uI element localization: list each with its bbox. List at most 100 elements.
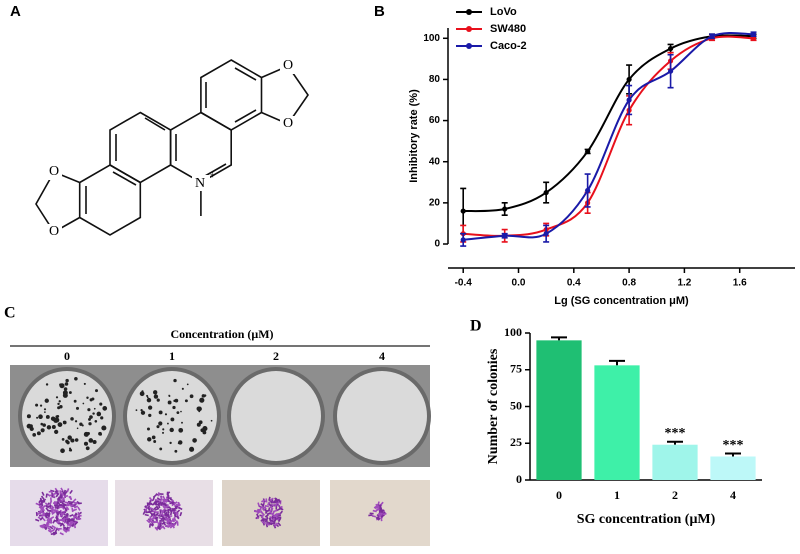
cell	[150, 513, 155, 518]
colony	[36, 416, 39, 419]
ring	[169, 111, 232, 184]
cell	[52, 501, 58, 505]
colony	[92, 412, 95, 415]
x-tick-label: 1.6	[733, 278, 747, 289]
cell	[40, 495, 45, 500]
colony	[153, 390, 158, 395]
colony	[32, 432, 37, 437]
cell	[63, 494, 69, 498]
cell	[155, 505, 160, 510]
cell	[276, 512, 281, 515]
cell	[144, 507, 148, 512]
cell	[46, 517, 50, 522]
colony	[203, 394, 207, 397]
colony	[169, 441, 172, 445]
cell	[64, 507, 68, 512]
legend-label: Caco-2	[490, 40, 527, 52]
cell	[148, 509, 153, 513]
cell	[264, 513, 269, 518]
colony	[74, 377, 78, 381]
x-tick-label: 0.8	[622, 278, 636, 289]
cell	[66, 488, 70, 493]
micrographs	[10, 480, 430, 546]
cell	[69, 489, 73, 495]
cell	[261, 499, 266, 503]
cell	[166, 519, 171, 522]
cell	[269, 508, 273, 514]
concentration-label: 4	[379, 349, 385, 363]
label-bg	[280, 116, 296, 132]
colony	[89, 415, 93, 419]
colony	[83, 441, 89, 446]
cell	[60, 487, 64, 492]
colony	[76, 427, 79, 430]
x-axis-label: SG concentration (μM)	[577, 512, 716, 527]
cell	[273, 509, 278, 513]
colony	[57, 402, 60, 406]
error-bar	[667, 440, 683, 445]
cell	[49, 500, 53, 505]
cell	[52, 493, 55, 498]
series-line	[463, 34, 754, 213]
cell	[161, 504, 166, 509]
cell	[273, 519, 276, 524]
charge-label: +	[210, 170, 216, 181]
ring	[78, 164, 142, 236]
cell	[375, 503, 380, 508]
cell	[155, 516, 159, 521]
colony	[75, 406, 80, 410]
cell	[380, 514, 385, 518]
cell	[267, 521, 273, 525]
colony	[167, 422, 169, 425]
colony	[74, 438, 79, 442]
cell	[71, 522, 75, 527]
colony	[42, 423, 46, 427]
cell	[58, 505, 64, 509]
colony	[146, 427, 150, 431]
label-bg	[192, 175, 210, 191]
colony	[161, 431, 165, 434]
cell	[379, 501, 384, 506]
data-point	[709, 33, 715, 39]
cell	[49, 516, 55, 520]
x-tick-label: 0.4	[567, 278, 581, 289]
cell	[177, 501, 181, 507]
colony	[51, 425, 56, 430]
cell	[277, 517, 282, 523]
cell	[68, 502, 73, 506]
cell	[264, 518, 269, 523]
cell	[158, 524, 162, 529]
concentration-label: 0	[64, 349, 70, 363]
bar	[710, 456, 756, 480]
well	[22, 371, 112, 461]
colony	[181, 387, 184, 390]
colony	[62, 420, 65, 423]
error-bar	[551, 336, 567, 341]
cell	[44, 514, 48, 519]
error-bar	[725, 452, 741, 457]
cell	[178, 506, 183, 511]
cell	[68, 495, 73, 500]
cell	[372, 509, 377, 513]
colony	[64, 382, 69, 386]
cell	[162, 521, 167, 526]
y-tick-label: 40	[429, 156, 441, 167]
colony	[169, 427, 174, 433]
cell	[169, 510, 173, 516]
cell	[42, 498, 47, 503]
colony	[135, 409, 138, 412]
cell	[62, 528, 67, 532]
cell	[261, 511, 266, 516]
cell	[146, 519, 151, 524]
cell	[154, 526, 159, 531]
cell	[378, 513, 383, 518]
colony	[50, 416, 56, 421]
colony	[156, 425, 160, 429]
cell	[56, 505, 60, 510]
cell	[166, 491, 171, 496]
cell	[277, 498, 281, 503]
colony	[70, 439, 73, 442]
colony	[146, 397, 152, 403]
colony	[29, 426, 34, 432]
cell	[264, 509, 269, 515]
